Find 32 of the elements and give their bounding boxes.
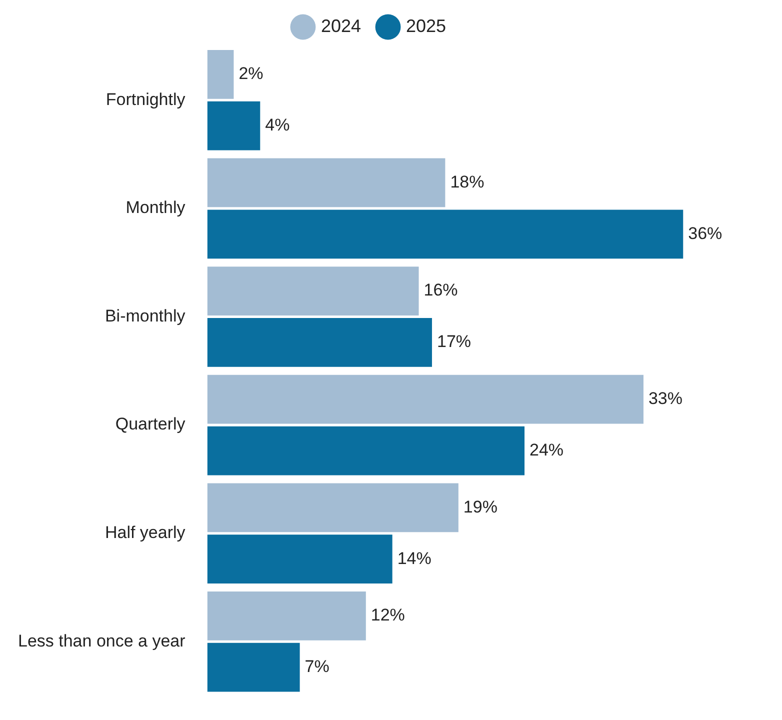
data-label: 12% [370, 606, 405, 625]
data-label: 7% [304, 657, 330, 676]
bar [207, 210, 684, 259]
bar [207, 642, 300, 692]
data-label: 17% [436, 332, 472, 352]
bar [207, 101, 260, 150]
y-tick-label: Fortnightly [106, 90, 186, 109]
data-label: 14% [397, 548, 432, 568]
y-tick-label: Bi-monthly [104, 306, 186, 326]
data-label: 24% [530, 440, 564, 460]
y-tick-label: Quarterly [115, 414, 186, 434]
bar [207, 534, 392, 584]
bar [207, 158, 446, 208]
bar [207, 483, 458, 532]
y-tick-label: Half yearly [104, 523, 186, 542]
bar [207, 318, 432, 367]
bar [207, 50, 234, 99]
bar [207, 426, 525, 476]
y-tick-label: Less than once a year [18, 631, 186, 650]
bar [207, 374, 644, 424]
data-label: 36% [688, 224, 722, 243]
y-tick-label: Monthly [126, 198, 186, 218]
bar [207, 266, 419, 316]
data-label: 4% [265, 116, 290, 135]
data-label: 33% [648, 389, 683, 408]
bar [207, 591, 366, 640]
legend-label: 2025 [406, 16, 446, 36]
legend-label: 2024 [320, 16, 362, 36]
data-label: 16% [424, 280, 458, 300]
data-label: 18% [450, 172, 484, 192]
data-label: 19% [463, 497, 498, 516]
data-label: 2% [238, 64, 264, 84]
